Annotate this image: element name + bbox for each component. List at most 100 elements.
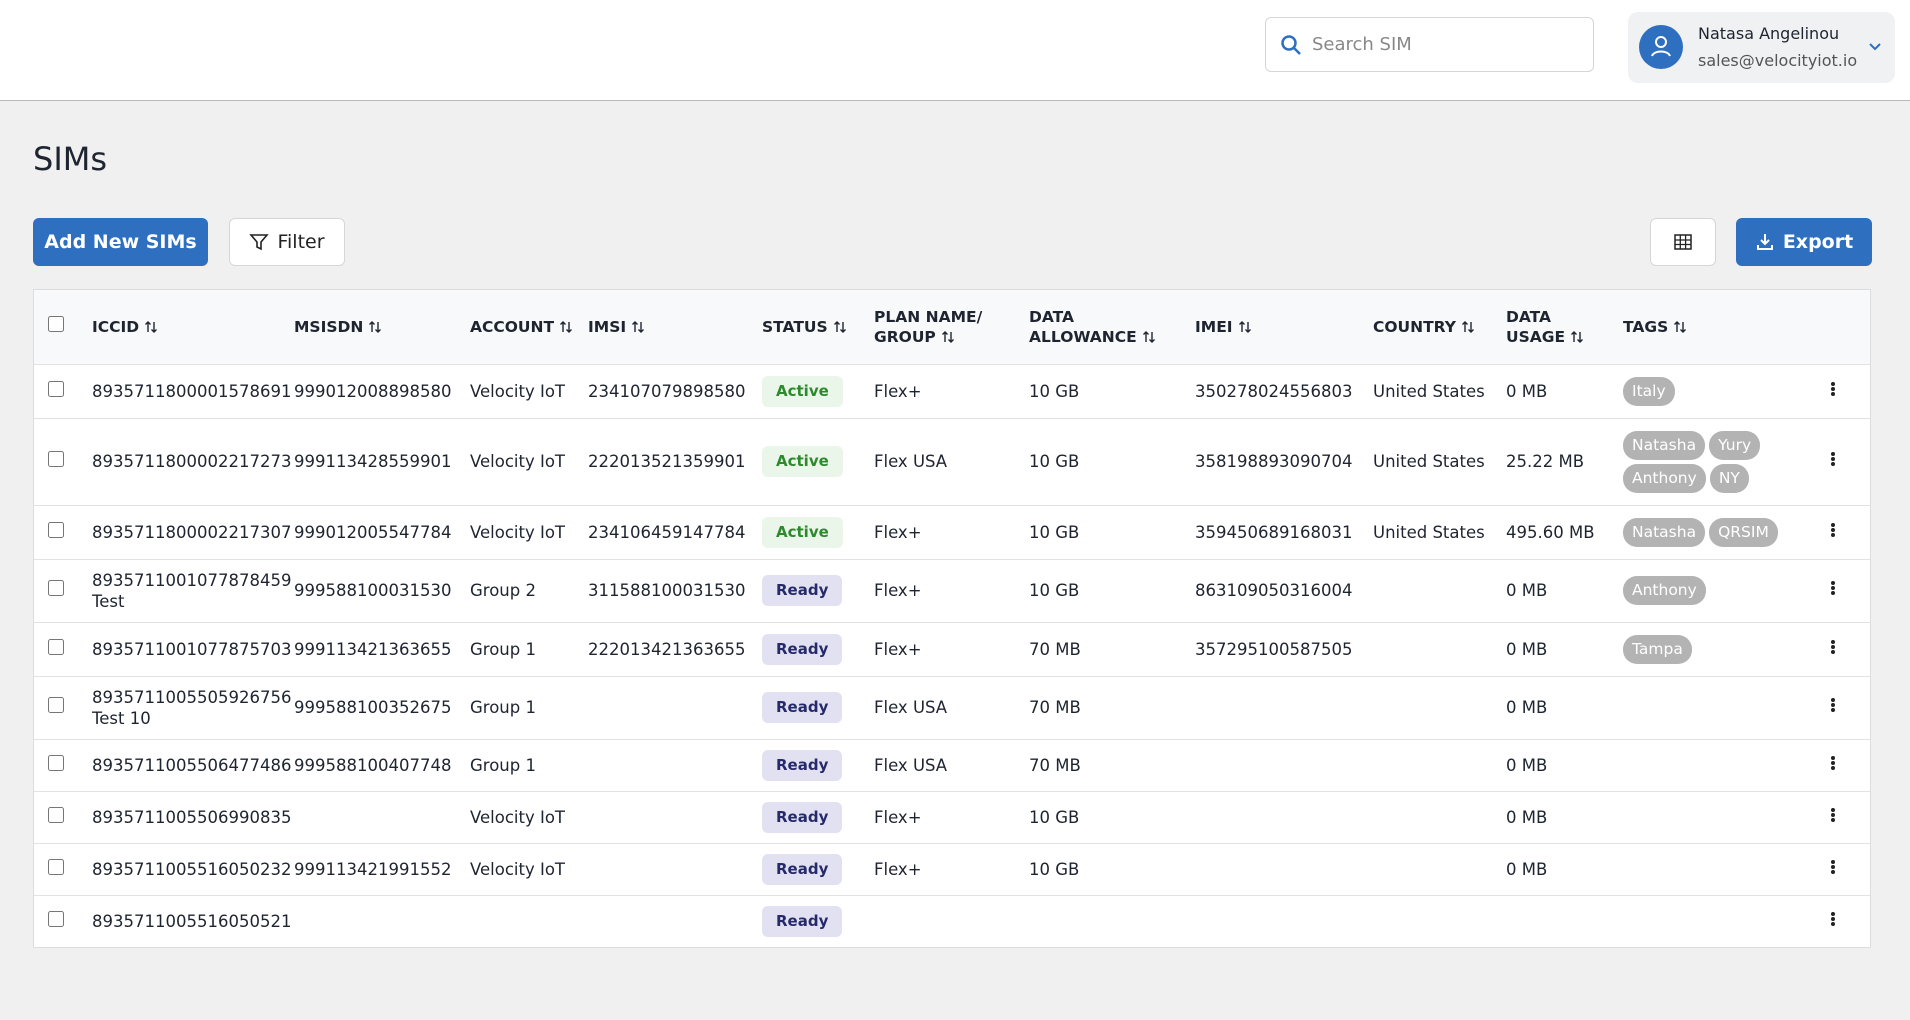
usage: 0 MB (1506, 807, 1548, 827)
checkbox[interactable] (48, 316, 64, 333)
column-header[interactable]: IMSI (588, 290, 762, 364)
usage-cell: 0 MB (1506, 558, 1623, 622)
iccid: 8935711005506477486 (92, 755, 292, 775)
tag: Anthony (1623, 576, 1706, 605)
column-label: IMSI (588, 317, 627, 336)
account-cell: Group 1 (470, 738, 588, 791)
imei: 357295100587505 (1195, 639, 1353, 659)
allowance-cell: 10 GB (1029, 842, 1195, 895)
search-box[interactable]: Search SIM (1265, 17, 1594, 72)
row-menu[interactable] (1830, 790, 1870, 843)
row-select (34, 621, 92, 676)
plan-cell: Flex+ (874, 504, 1029, 559)
checkbox[interactable] (48, 754, 64, 771)
row-menu[interactable] (1830, 558, 1870, 622)
row-menu[interactable] (1830, 417, 1870, 505)
account: Group 2 (470, 581, 536, 600)
column-label: IMEI (1195, 317, 1233, 336)
row-menu[interactable] (1830, 621, 1870, 676)
msisdn-cell: 999113421991552 (294, 842, 470, 895)
tags-cell: Natasha YuryAnthony NY (1623, 417, 1830, 505)
country-cell (1373, 790, 1506, 843)
plan: Flex+ (874, 522, 922, 542)
imsi-cell: 222013521359901 (588, 417, 762, 505)
allowance-cell: 10 GB (1029, 363, 1195, 418)
checkbox[interactable] (48, 806, 64, 823)
column-header[interactable]: TAGS (1623, 290, 1830, 364)
row-menu[interactable] (1830, 675, 1870, 739)
allowance: 10 GB (1029, 522, 1080, 542)
iccid: 8935711001077875703 (92, 639, 292, 659)
row-menu[interactable] (1830, 363, 1870, 418)
usage-cell: 0 MB (1506, 842, 1623, 895)
account: Velocity IoT (470, 381, 566, 401)
imei-cell: 350278024556803 (1195, 363, 1373, 418)
iccid: 8935711005516050521 (92, 911, 292, 931)
column-header[interactable]: STATUS (762, 290, 874, 364)
column-header[interactable]: DATA USAGE (1506, 290, 1623, 364)
imei-cell (1195, 738, 1373, 791)
add-button[interactable]: Add New SIMs (33, 218, 208, 266)
iccid-cell: 8935711800002217307 (92, 504, 294, 559)
column-header[interactable]: IMEI (1195, 290, 1373, 364)
column-header[interactable]: ICCID (92, 290, 294, 364)
iccid-cell: 8935711800002217273 (92, 417, 294, 505)
imsi-cell (588, 738, 762, 791)
row-menu[interactable] (1830, 842, 1870, 895)
allowance-cell: 70 MB (1029, 675, 1195, 739)
imsi-cell (588, 894, 762, 947)
row-menu[interactable] (1830, 738, 1870, 791)
tag: QRSIM (1709, 517, 1778, 547)
imsi: 234106459147784 (588, 522, 746, 542)
imei: 350278024556803 (1195, 381, 1353, 401)
allowance: 10 GB (1029, 381, 1080, 401)
checkbox[interactable] (48, 697, 64, 713)
column-header[interactable]: MSISDN (294, 290, 470, 364)
checkbox[interactable] (48, 451, 64, 467)
user-menu[interactable]: Natasa Angelinou sales@velocityiot.io (1628, 12, 1895, 83)
plan-cell: Flex+ (874, 790, 1029, 843)
checkbox[interactable] (48, 521, 64, 538)
column-header[interactable]: ACCOUNT (470, 290, 588, 364)
imsi: 311588100031530 (588, 581, 746, 600)
column-header[interactable]: PLAN NAME/ GROUP (874, 290, 1029, 364)
row-menu[interactable] (1830, 894, 1870, 947)
country-cell: United States (1373, 363, 1506, 418)
status-badge: Active (762, 446, 843, 477)
export-button[interactable]: Export (1736, 218, 1872, 266)
tags-cell: Italy (1623, 363, 1830, 418)
iccid: 8935711800002217307 (92, 522, 292, 542)
status-cell: Ready (762, 558, 874, 622)
checkbox[interactable] (48, 580, 64, 596)
msisdn: 999588100407748 (294, 755, 452, 775)
checkbox[interactable] (48, 910, 64, 927)
msisdn-cell: 999012008898580 (294, 363, 470, 418)
imsi: 222013421363655 (588, 639, 746, 659)
imei-cell (1195, 842, 1373, 895)
column-header[interactable]: DATA ALLOWANCE (1029, 290, 1195, 364)
status-cell: Active (762, 417, 874, 505)
row-menu[interactable] (1830, 504, 1870, 559)
column-label: MSISDN (294, 317, 364, 336)
header-row: ICCID MSISDN ACCOUNT IMSI STATUS PLAN NAME/ G… (34, 290, 1870, 364)
plan: Flex+ (874, 859, 922, 879)
checkbox[interactable] (48, 380, 64, 397)
status-cell: Ready (762, 675, 874, 739)
row-select (34, 790, 92, 843)
status-cell: Active (762, 504, 874, 559)
column-header[interactable]: COUNTRY (1373, 290, 1506, 364)
checkbox[interactable] (48, 858, 64, 875)
plan-cell (874, 894, 1029, 947)
column-label: STATUS (762, 317, 828, 336)
country-cell: United States (1373, 504, 1506, 559)
sim-row: 8935711005506990835 Velocity IoT Ready Flex… (34, 790, 1870, 843)
tag: Natasha (1623, 517, 1706, 547)
checkbox[interactable] (48, 638, 64, 655)
row-select (34, 504, 92, 559)
filter-button[interactable]: Filter (229, 218, 345, 266)
sim-row: 8935711800002217273 999113428559901 Veloci… (34, 417, 1870, 505)
msisdn: 999588100352675 (294, 698, 452, 717)
columns-button[interactable] (1650, 218, 1716, 266)
row-select (34, 675, 92, 739)
sim-row: 8935711005516050521 Ready (34, 894, 1870, 947)
